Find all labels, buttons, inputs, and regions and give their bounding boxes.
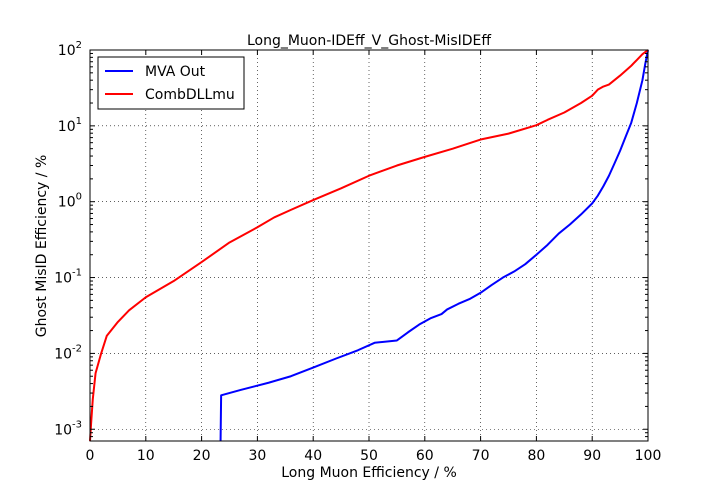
legend-label-mva-out: MVA Out — [145, 64, 206, 80]
x-tick-label: 10 — [137, 448, 155, 464]
x-axis-label: Long Muon Efficiency / % — [281, 465, 457, 481]
series-line-combdllmu — [89, 49, 649, 442]
x-tick-label: 50 — [360, 448, 378, 464]
y-tick-label: 100 — [58, 192, 82, 211]
x-tick-label: 100 — [635, 448, 662, 464]
chart-title: Long_Muon-IDEff_V_Ghost-MisIDEff — [247, 33, 491, 49]
series-layer — [89, 49, 649, 442]
y-tick-label: 102 — [58, 40, 82, 59]
x-tick-label: 80 — [527, 448, 545, 464]
ticks: 0 10 20 30 40 50 60 70 80 90 100 10-3 10-2 10-1 100 101… — [54, 40, 661, 464]
legend-label-combdllmu: CombDLLmu — [145, 87, 235, 103]
x-tick-label: 90 — [583, 448, 601, 464]
legend-box — [97, 56, 245, 110]
y-tick-label: 10-3 — [54, 419, 82, 438]
x-tick-label: 30 — [248, 448, 266, 464]
x-tick-label: 40 — [304, 448, 322, 464]
x-tick-label: 20 — [193, 448, 211, 464]
y-tick-label: 10-1 — [54, 268, 82, 287]
x-tick-label: 0 — [86, 448, 95, 464]
series-line-mva-out — [219, 49, 649, 442]
legend: MVA Out CombDLLmu — [97, 56, 245, 110]
y-axis-label: Ghost MisID Efficiency / % — [34, 155, 50, 338]
x-tick-label: 70 — [472, 448, 490, 464]
x-tick-label: 60 — [416, 448, 434, 464]
y-tick-label: 101 — [58, 116, 82, 135]
y-tick-label: 10-2 — [54, 343, 82, 362]
